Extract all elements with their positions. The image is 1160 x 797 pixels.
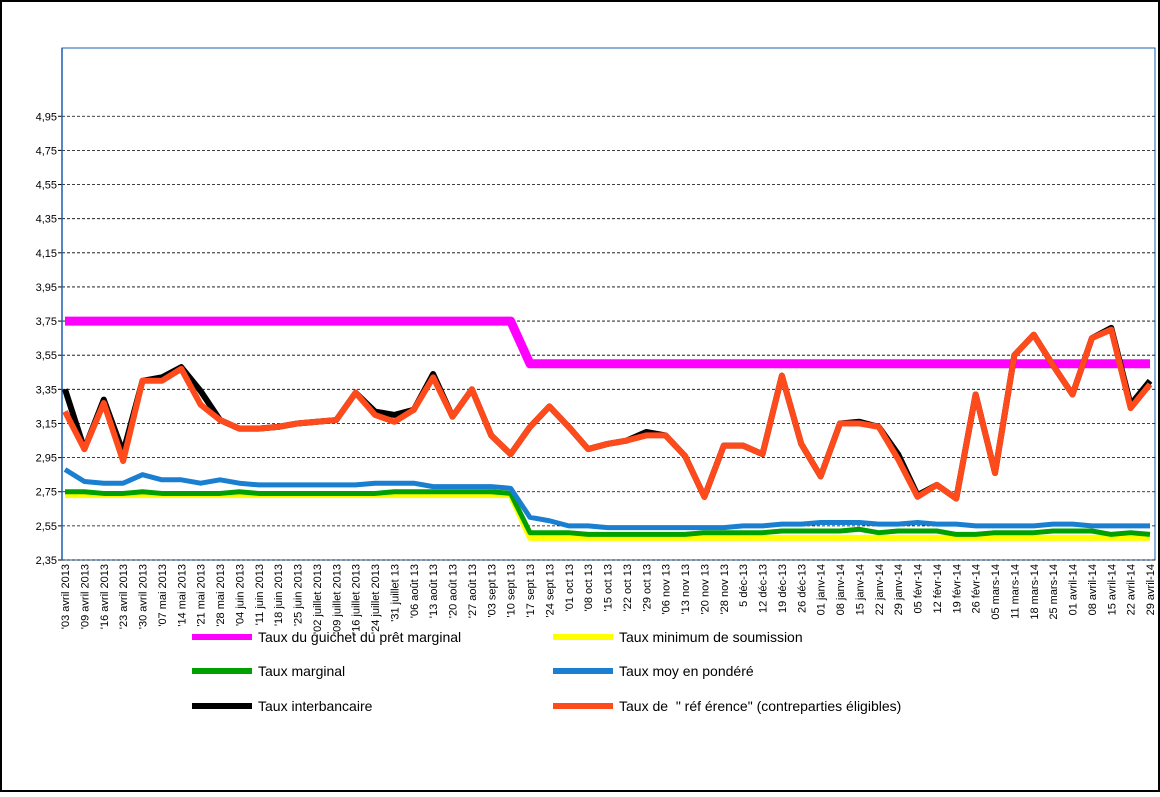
x-tick-label: 01 avril-14: [1068, 564, 1080, 615]
x-tick-label: 19 déc-13: [777, 564, 789, 613]
x-tick-label: '20 août 13: [448, 564, 460, 618]
plot-area: [61, 47, 1156, 561]
y-tick-label: 4,75: [36, 145, 57, 157]
y-tick-label: 2,95: [36, 453, 57, 465]
series-line: [62, 326, 1153, 502]
y-tick-label: 4,35: [36, 214, 57, 226]
x-tick-label: 05 févr-14: [913, 564, 925, 614]
x-tick-label: '31 juillet 13: [389, 564, 401, 622]
y-tick-label: 3,75: [36, 316, 57, 328]
x-tick-label: '02 juillet 2013: [312, 564, 324, 634]
x-tick-label: '13 août 13: [428, 564, 440, 618]
x-tick-label: 22 avril-14: [1126, 564, 1138, 615]
x-tick-label: 5 déc-13: [738, 564, 750, 607]
x-tick-label: '16 avril 2013: [99, 564, 111, 629]
x-tick-label: '29 oct 13: [641, 564, 653, 611]
x-tick-label: 12 déc-13: [758, 564, 770, 613]
x-tick-label: '08 oct 13: [583, 564, 595, 611]
x-tick-label: '18 juin 2013: [273, 564, 285, 626]
x-tick-label: 12 févr-14: [932, 564, 944, 614]
x-tick-label: '28 nov 13: [719, 564, 731, 614]
x-tick-label: '14 mai 2013: [176, 564, 188, 627]
x-tick-label: 22 janv-14: [874, 564, 886, 615]
x-tick-label: 15 avril-14: [1106, 564, 1118, 615]
y-tick-label: 4,55: [36, 180, 57, 192]
y-tick-label: 2,55: [36, 521, 57, 533]
y-tick-label: 3,95: [36, 282, 57, 294]
y-tick-label: 4,95: [36, 111, 57, 123]
x-tick-label: 19 févr-14: [951, 564, 963, 614]
x-tick-label: 01 janv-14: [816, 564, 828, 615]
y-tick-label: 3,35: [36, 384, 57, 396]
x-tick-label: '24 juillet 2013: [370, 564, 382, 634]
x-tick-label: '22 oct 13: [622, 564, 634, 611]
x-tick-label: '10 sept 13: [506, 564, 518, 617]
x-tick-label: 29 janv-14: [893, 564, 905, 615]
x-tick-label: '04 juin 2013: [234, 564, 246, 626]
legend-text: Taux marginal: [258, 663, 345, 679]
series-line: [65, 316, 1150, 369]
x-tick-label: '24 sept 13: [544, 564, 556, 617]
x-tick-label: '13 nov 13: [680, 564, 692, 614]
x-tick-label: '17 sept 13: [525, 564, 537, 617]
y-tick-label: 3,15: [36, 418, 57, 430]
x-tick-label: '09 juillet 2013: [331, 564, 343, 634]
x-tick-label: '15 oct 13: [603, 564, 615, 611]
x-tick-label: 08 avril-14: [1087, 564, 1099, 615]
x-tick-label: 05 mars-14: [990, 564, 1002, 620]
x-tick-label: '25 juin 2013: [293, 564, 305, 626]
x-tick-label: '06 août 13: [409, 564, 421, 618]
x-tick-label: '20 nov 13: [699, 564, 711, 614]
series-line: [63, 467, 1150, 531]
x-tick-label: '16 juillet 2013: [351, 564, 363, 634]
legend-text: Taux minimum de soumission: [619, 629, 803, 645]
x-tick-label: 25 mars-14: [1048, 564, 1060, 620]
x-tick-label: 08 janv-14: [835, 564, 847, 615]
x-tick-label: 15 janv-14: [854, 564, 866, 615]
x-tick-label: '07 mai 2013: [157, 564, 169, 627]
legend-text: Taux interbancaire: [258, 698, 373, 714]
y-tick-label: 3,55: [36, 350, 57, 362]
legend-text: Taux moy en pondéré: [619, 663, 754, 679]
x-tick-label: '06 nov 13: [661, 564, 673, 614]
x-tick-label: 29 avril-14: [1145, 564, 1157, 615]
legend-text: Taux de " réf érence" (contreparties éli…: [619, 698, 901, 714]
x-tick-label: '11 juin 2013: [254, 564, 266, 625]
x-tick-label: 18 mars-14: [1029, 564, 1041, 620]
x-tick-label: 11 mars-14: [1009, 564, 1021, 619]
legend-text: Taux du guichet du prêt marginal: [258, 629, 461, 645]
series-line: [65, 489, 1151, 537]
y-tick-label: 2,35: [36, 555, 57, 567]
y-tick-label: 4,15: [36, 248, 57, 260]
x-tick-label: 26 déc-13: [796, 564, 808, 613]
x-tick-label: 26 févr-14: [971, 564, 983, 614]
x-tick-label: '23 avril 2013: [118, 564, 130, 629]
series-line: [65, 492, 1150, 541]
x-tick-label: '03 sept 13: [486, 564, 498, 617]
x-tick-label: '09 avril 2013: [79, 564, 91, 629]
x-tick-label: '28 mai 2013: [215, 564, 227, 627]
x-tick-label: '01 oct 13: [564, 564, 576, 611]
y-tick-label: 2,75: [36, 487, 57, 499]
x-tick-label: '27 août 13: [467, 564, 479, 618]
x-tick-label: '30 avril 2013: [138, 564, 150, 629]
x-tick-label: '03 avril 2013: [60, 564, 72, 629]
x-tick-label: '21 mai 2013: [196, 564, 208, 627]
